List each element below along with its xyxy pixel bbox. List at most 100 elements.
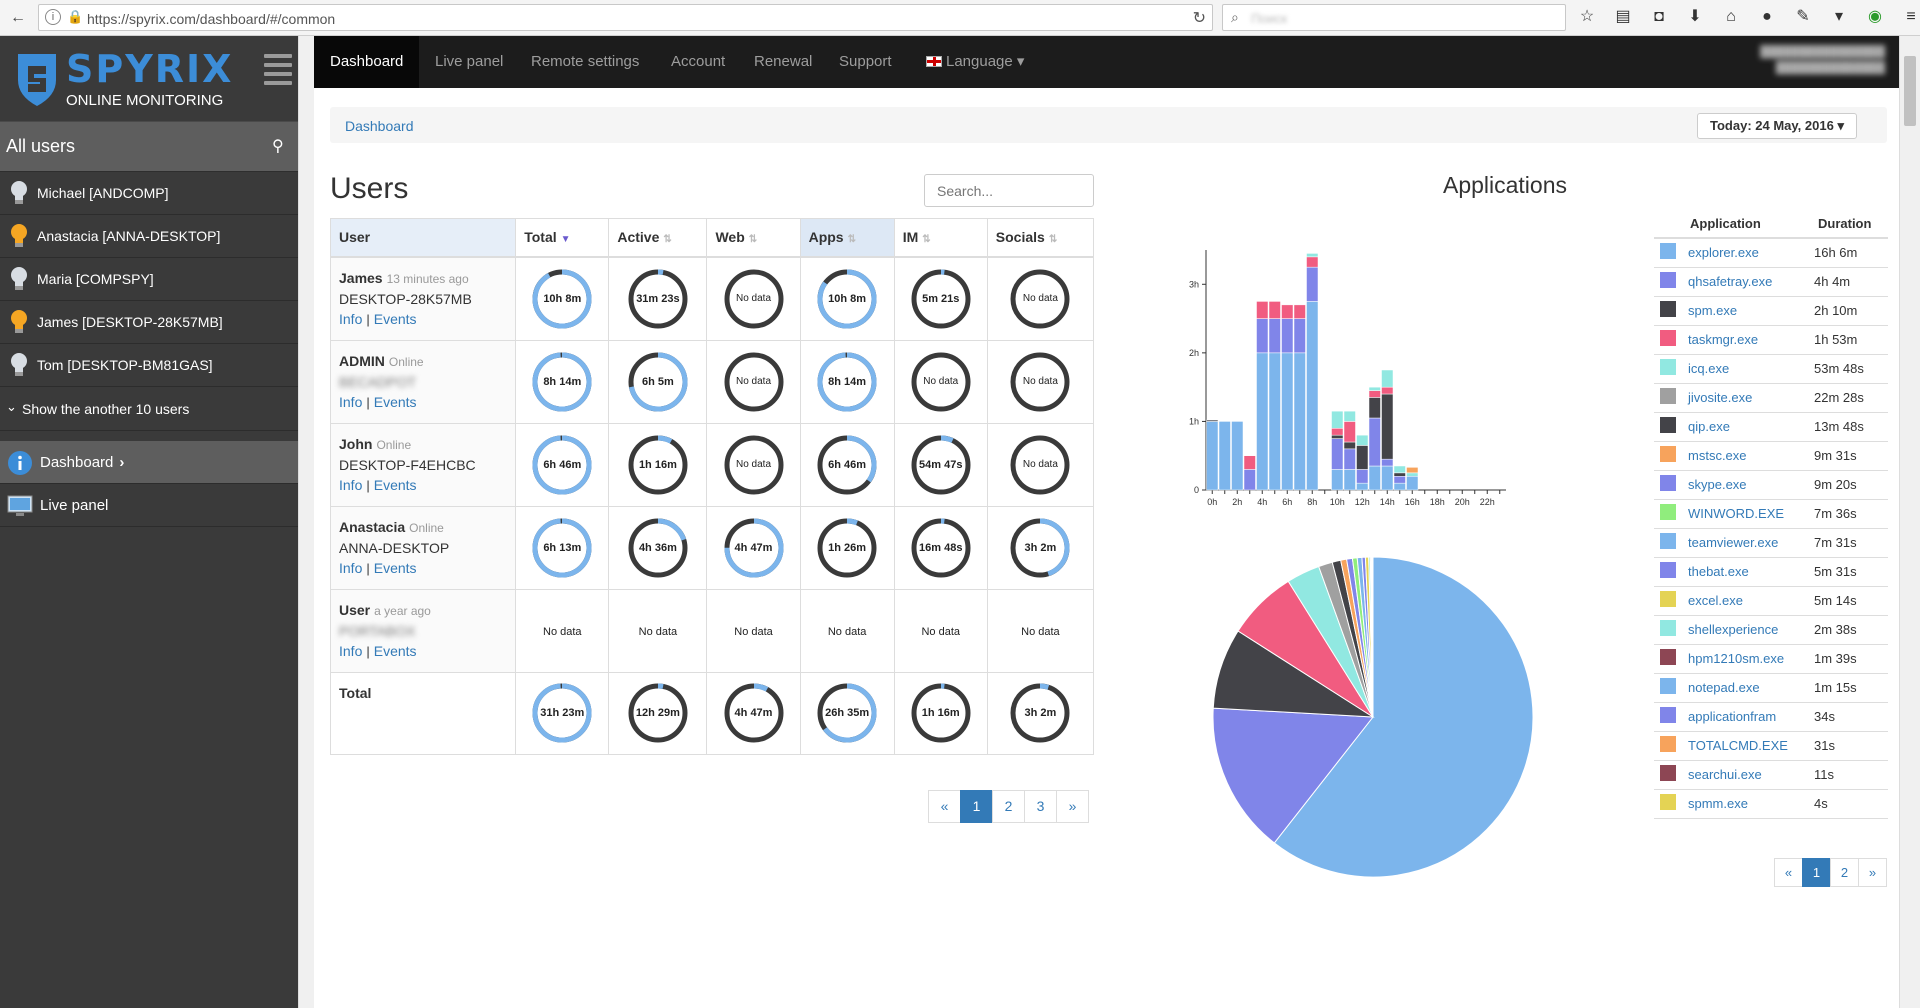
sort-icon[interactable]: ⇅ [1048,234,1058,246]
info-link[interactable]: Info [339,476,363,493]
show-more-users[interactable]: ⌄ Show the another 10 users [0,387,298,431]
page-scrollbar[interactable] [1899,36,1920,1008]
app-name-link[interactable]: searchui.exe [1684,760,1810,790]
extension-icon[interactable]: ✎ [1796,8,1810,25]
column-header-active[interactable]: Active ⇅ [608,218,708,258]
ring-fill [911,518,971,577]
app-name-link[interactable]: applicationfram [1684,702,1810,732]
search-icon[interactable]: ⚲ [272,138,284,155]
app-name-link[interactable]: excel.exe [1684,586,1810,616]
app-name-link[interactable]: qhsafetray.exe [1684,267,1810,297]
tab-remote-settings[interactable]: Remote settings [531,53,640,70]
events-link[interactable]: Events [373,642,417,659]
events-link[interactable]: Events [373,559,417,576]
page-button[interactable]: » [1858,858,1887,887]
app-name-link[interactable]: spmm.exe [1684,789,1810,819]
app-name-link[interactable]: teamviewer.exe [1684,528,1810,558]
events-link[interactable]: Events [373,310,417,327]
sidebar-user-item[interactable]: Maria [COMPSPY] [0,258,298,301]
user-name: John [339,435,373,452]
address-bar[interactable]: i 🔒 https://spyrix.com/dashboard/#/commo… [38,4,1213,31]
sidebar-user-item[interactable]: Tom [DESKTOP-BM81GAS] [0,344,298,387]
column-header-web[interactable]: Web ⇅ [706,218,801,258]
sidebar-scrollbar[interactable] [298,36,314,1008]
chat-icon[interactable]: ● [1762,8,1772,25]
page-button[interactable]: » [1056,790,1089,823]
events-link[interactable]: Events [373,476,417,493]
all-users-header[interactable]: All users ⚲ [0,122,298,172]
app-name-link[interactable]: jivosite.exe [1684,383,1810,413]
page-button[interactable]: 3 [1024,790,1057,823]
sidebar-item-live-panel[interactable]: Live panel [0,484,298,527]
menu-icon[interactable]: ≡ [1906,8,1916,25]
info-link[interactable]: Info [339,642,363,659]
app-name-link[interactable]: qip.exe [1684,412,1810,442]
sidebar-user-item[interactable]: James [DESKTOP-28K57MB] [0,301,298,344]
scrollbar-thumb[interactable] [1904,56,1916,126]
tab-live-panel[interactable]: Live panel [435,53,504,70]
reload-icon[interactable]: ↻ [1192,10,1206,27]
app-name-link[interactable]: mstsc.exe [1684,441,1810,471]
app-name-link[interactable]: icq.exe [1684,354,1810,384]
language-dropdown[interactable]: Language ▾ [910,36,1040,88]
page-button[interactable]: 2 [992,790,1025,823]
sort-desc-icon[interactable]: ▼ [560,234,571,246]
date-picker-button[interactable]: Today: 24 May, 2016 ▾ [1697,113,1857,139]
ring-fill [724,518,784,577]
star-icon[interactable]: ☆ [1579,8,1595,25]
app-name-link[interactable]: spm.exe [1684,296,1810,326]
info-icon[interactable]: i [45,9,61,25]
reading-list-icon[interactable]: ▤ [1615,8,1631,25]
sidebar-user-item[interactable]: Anastacia [ANNA-DESKTOP] [0,215,298,258]
column-header-apps[interactable]: Apps ⇅ [799,218,895,258]
page-button[interactable]: 1 [1802,858,1831,887]
tab-renewal[interactable]: Renewal [754,53,813,70]
page-button[interactable]: 2 [1830,858,1859,887]
page-button[interactable]: 1 [960,790,993,823]
info-link[interactable]: Info [339,559,363,576]
home-icon[interactable]: ⌂ [1726,8,1736,25]
info-link[interactable]: Info [339,310,363,327]
back-arrow-icon[interactable]: ← [10,9,26,26]
info-link[interactable]: Info [339,393,363,410]
app-name-link[interactable]: explorer.exe [1684,238,1810,268]
download-icon[interactable]: ⬇ [1688,8,1702,25]
bar-segment [1343,448,1356,470]
app-name-link[interactable]: notepad.exe [1684,673,1810,703]
account-icon[interactable]: ◉ [1868,8,1882,25]
url-text[interactable]: https://spyrix.com/dashboard/#/common [87,11,336,27]
column-header-socials[interactable]: Socials ⇅ [986,218,1095,258]
column-header-im[interactable]: IM ⇅ [893,218,988,258]
column-header-total[interactable]: Total ▼ [515,218,610,258]
color-swatch-cell [1654,441,1684,471]
app-name-link[interactable]: hpm1210sm.exe [1684,644,1810,674]
sidebar-user-item[interactable]: Michael [ANDCOMP] [0,172,298,215]
page-button[interactable]: « [1774,858,1803,887]
page-button[interactable]: « [928,790,961,823]
browser-search-input[interactable]: ⌕ Поиск [1222,4,1566,31]
users-search-input[interactable] [924,174,1094,207]
tab-account[interactable]: Account [671,53,726,70]
app-name-link[interactable]: skype.exe [1684,470,1810,500]
tab-dashboard[interactable]: Dashboard [314,36,420,88]
extension-dropdown-icon[interactable]: ▾ [1834,8,1844,25]
sort-icon[interactable]: ⇅ [748,234,758,246]
app-row: hpm1210sm.exe 1m 39s [1654,644,1888,674]
app-name-link[interactable]: taskmgr.exe [1684,325,1810,355]
app-name-link[interactable]: WINWORD.EXE [1684,499,1810,529]
sort-icon[interactable]: ⇅ [922,234,931,246]
app-name-link[interactable]: shellexperience [1684,615,1810,645]
pocket-icon[interactable]: ◘ [1654,8,1664,25]
hamburger-menu-icon[interactable] [264,54,292,90]
breadcrumb-dashboard[interactable]: Dashboard [345,118,414,134]
app-name-link[interactable]: TOTALCMD.EXE [1684,731,1810,761]
sort-icon[interactable]: ⇅ [847,234,856,246]
column-header-user[interactable]: User [329,218,517,258]
sidebar-item-dashboard[interactable]: Dashboard › [0,441,298,484]
events-link[interactable]: Events [373,393,417,410]
sort-icon[interactable]: ⇅ [663,234,672,246]
app-name-link[interactable]: thebat.exe [1684,557,1810,587]
bar-segment [1406,467,1419,474]
top-navbar: Dashboard Live panel Remote settings Acc… [314,36,1899,88]
tab-support[interactable]: Support [839,53,892,70]
